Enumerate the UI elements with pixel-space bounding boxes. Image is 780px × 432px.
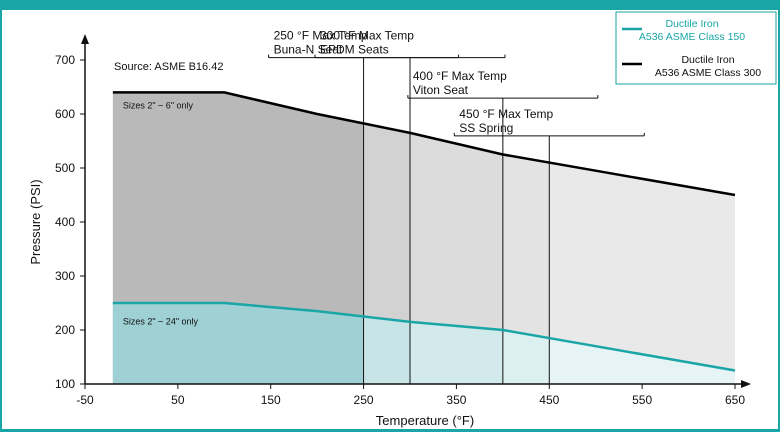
x-tick-label: 50 xyxy=(171,393,185,407)
axes: -50 50 150 250 350 450 550 650 100 200 300 400 500 60… xyxy=(55,34,751,407)
y-tick-label: 500 xyxy=(55,161,75,175)
x-tick-label: 450 xyxy=(539,393,559,407)
right-border xyxy=(778,0,780,432)
x-axis-label: Temperature (°F) xyxy=(376,413,474,428)
area-class150-segment xyxy=(502,330,550,384)
y-axis-arrow xyxy=(81,34,89,44)
series-lines xyxy=(112,91,736,372)
legend-label-class150-line2: A536 ASME Class 150 xyxy=(639,31,745,43)
area-class150-segment xyxy=(410,321,503,384)
x-tick-label: 650 xyxy=(725,393,745,407)
left-border xyxy=(0,0,2,432)
legend-box xyxy=(615,11,777,85)
area-class300-segment xyxy=(549,162,735,384)
y-tick-label: 400 xyxy=(55,215,75,229)
y-tick-label: 300 xyxy=(55,269,75,283)
annotation-subtitle-450: SS Spring xyxy=(459,121,513,135)
annotation-title-400: 400 °F Max Temp xyxy=(413,69,507,83)
area-class300-segment xyxy=(502,154,550,384)
legend-label-class300-line1: Ductile Iron xyxy=(681,54,734,66)
x-axis-arrow xyxy=(741,380,751,388)
x-tick-label: 250 xyxy=(354,393,374,407)
annotation-lines xyxy=(268,54,645,384)
area-class150-segment xyxy=(363,316,410,384)
x-tick-label: 350 xyxy=(446,393,466,407)
annotation-title-300: 300 °F Max Temp xyxy=(320,29,414,43)
band-label-class150: Sizes 2" ~ 24" only xyxy=(123,317,199,327)
header-bar xyxy=(0,0,780,10)
series-line-1 xyxy=(112,91,736,197)
x-tick-label: -50 xyxy=(76,393,94,407)
plot-areas: Sizes 2" ~ 6" only Sizes 2" ~ 24" only xyxy=(112,92,735,385)
x-tick-label: 150 xyxy=(261,393,281,407)
legend-label-class150-line1: Ductile Iron xyxy=(665,18,718,30)
annotation-subtitle-300: EPDM Seats xyxy=(320,43,389,57)
y-tick-label: 700 xyxy=(55,53,75,67)
annotation-title-250: 250 °F Max Temp xyxy=(274,29,368,43)
band-label-class300: Sizes 2" ~ 6" only xyxy=(123,101,194,111)
y-tick-label: 600 xyxy=(55,107,75,121)
area-class300-segment xyxy=(410,132,503,384)
area-class150-segment xyxy=(549,338,735,384)
y-tick-label: 100 xyxy=(55,377,75,391)
legend: Ductile Iron A536 ASME Class 150 Ductile… xyxy=(615,11,777,85)
annotation-title-450: 450 °F Max Temp xyxy=(459,107,553,121)
y-tick-label: 200 xyxy=(55,323,75,337)
legend-label-class300-line2: A536 ASME Class 300 xyxy=(655,67,761,79)
source-note: Source: ASME B16.42 xyxy=(114,61,223,73)
area-class150-segment xyxy=(112,303,364,384)
footer-bar xyxy=(0,429,780,432)
y-axis-label: Pressure (PSI) xyxy=(28,179,43,264)
annotation-subtitle-400: Viton Seat xyxy=(413,83,469,97)
x-tick-label: 550 xyxy=(632,393,652,407)
series-line-0 xyxy=(112,301,736,372)
annotation-subtitle-250: Buna-N Seat xyxy=(274,43,343,57)
